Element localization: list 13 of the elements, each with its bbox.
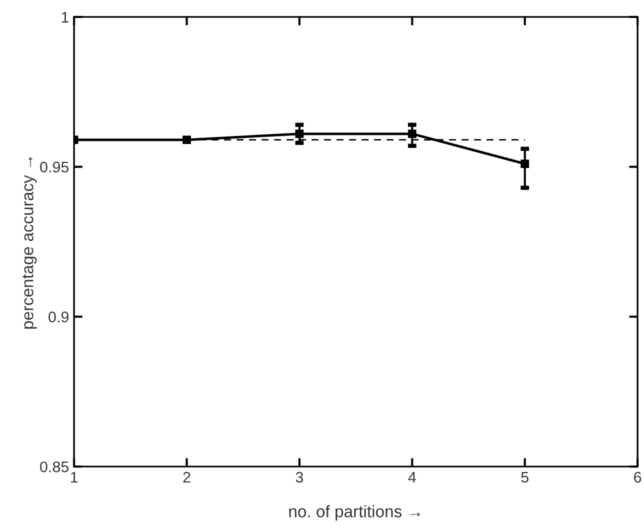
x-axis-title: no. of partitions →: [289, 505, 420, 521]
y-axis-title: percentage accuracy →: [22, 157, 37, 329]
y-tick-label: 0.9: [48, 312, 68, 322]
x-tick-label: 4: [408, 472, 416, 483]
y-tick-label: 1: [62, 12, 68, 22]
x-tick-label: 3: [296, 472, 304, 483]
y-tick-label: 0.95: [40, 162, 69, 172]
x-tick-label: 5: [521, 472, 528, 483]
x-tick-label: 2: [183, 472, 190, 483]
x-tick-label: 1: [70, 472, 78, 483]
y-tick-label: 0.85: [40, 461, 69, 472]
x-tick-label: 6: [634, 472, 642, 483]
point: [182, 136, 191, 144]
